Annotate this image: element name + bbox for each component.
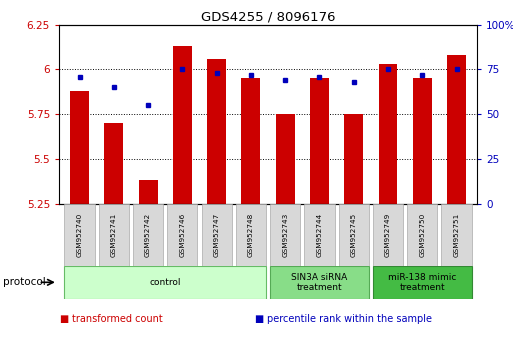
- Text: GSM952747: GSM952747: [213, 212, 220, 257]
- Text: transformed count: transformed count: [72, 314, 163, 324]
- Bar: [413, 78, 431, 204]
- Bar: [373, 204, 403, 266]
- Text: GSM952750: GSM952750: [419, 212, 425, 257]
- Bar: [133, 204, 163, 266]
- Title: GDS4255 / 8096176: GDS4255 / 8096176: [201, 11, 336, 24]
- Bar: [276, 114, 294, 204]
- Bar: [202, 204, 232, 266]
- Bar: [310, 78, 329, 204]
- Bar: [447, 55, 466, 204]
- Bar: [373, 266, 471, 299]
- Text: GSM952746: GSM952746: [180, 212, 185, 257]
- Bar: [65, 266, 266, 299]
- Text: GSM952749: GSM952749: [385, 212, 391, 257]
- Bar: [98, 204, 129, 266]
- Text: control: control: [149, 278, 181, 287]
- Text: GSM952744: GSM952744: [317, 212, 323, 257]
- Text: miR-138 mimic
treatment: miR-138 mimic treatment: [388, 273, 457, 292]
- Bar: [167, 204, 198, 266]
- Bar: [270, 266, 369, 299]
- Bar: [339, 204, 369, 266]
- Bar: [173, 46, 192, 204]
- Bar: [270, 204, 300, 266]
- Bar: [407, 204, 438, 266]
- Text: ■: ■: [59, 314, 68, 324]
- Text: SIN3A siRNA
treatment: SIN3A siRNA treatment: [291, 273, 348, 292]
- Bar: [379, 64, 398, 204]
- Text: ■: ■: [254, 314, 263, 324]
- Text: GSM952742: GSM952742: [145, 212, 151, 257]
- Text: protocol: protocol: [3, 277, 45, 287]
- Bar: [304, 204, 334, 266]
- Bar: [139, 180, 157, 204]
- Text: GSM952743: GSM952743: [282, 212, 288, 257]
- Text: GSM952740: GSM952740: [76, 212, 83, 257]
- Bar: [207, 59, 226, 204]
- Bar: [70, 91, 89, 204]
- Bar: [242, 78, 260, 204]
- Text: GSM952741: GSM952741: [111, 212, 117, 257]
- Text: GSM952751: GSM952751: [453, 212, 460, 257]
- Bar: [105, 123, 123, 204]
- Bar: [344, 114, 363, 204]
- Bar: [442, 204, 471, 266]
- Bar: [236, 204, 266, 266]
- Text: GSM952748: GSM952748: [248, 212, 254, 257]
- Text: GSM952745: GSM952745: [351, 212, 357, 257]
- Text: percentile rank within the sample: percentile rank within the sample: [267, 314, 432, 324]
- Bar: [65, 204, 94, 266]
